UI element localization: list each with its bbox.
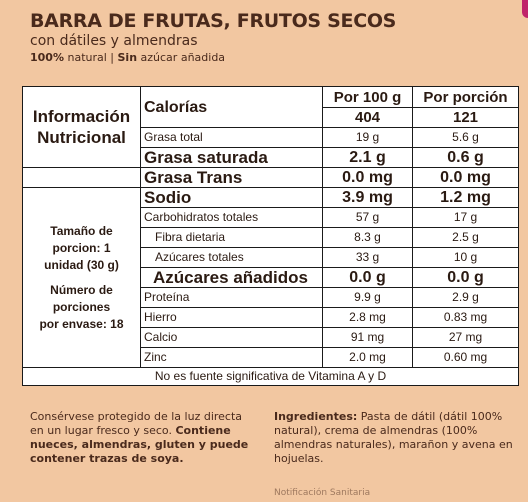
allergen-text: Contiene nueces, almendras, gluten y pue… bbox=[30, 424, 249, 465]
empty-left-cell bbox=[22, 167, 141, 188]
servings-label3: por envase: bbox=[39, 316, 107, 331]
servings-value: 18 bbox=[106, 316, 124, 331]
servings-label2: porciones bbox=[52, 299, 111, 314]
table-row: Grasa Trans 0.0 mg 0.0 mg bbox=[22, 167, 519, 188]
row-per100: 91 mg bbox=[322, 327, 413, 348]
serving-size-line2: porcion: 1 bbox=[25, 240, 138, 257]
row-per100: 19 g bbox=[322, 127, 413, 148]
row-label: Carbohidratos totales bbox=[140, 207, 323, 228]
row-label: Azúcares añadidos bbox=[140, 267, 323, 288]
row-per100: 9.9 g bbox=[322, 287, 413, 308]
row-portion: 0.83 mg bbox=[412, 307, 519, 328]
info-title-line2: Nutricional bbox=[37, 128, 126, 147]
serving-size-label2: porcion: bbox=[52, 240, 101, 255]
row-label: Calcio bbox=[140, 327, 323, 348]
col-header-portion: Por porción bbox=[412, 86, 519, 108]
row-label-calories: Calorías bbox=[140, 86, 323, 128]
row-label: Sodio bbox=[140, 187, 323, 208]
corner-accent bbox=[522, 0, 528, 18]
row-label: Grasa total bbox=[140, 127, 323, 148]
serving-size-line1: Tamaño de bbox=[25, 223, 138, 240]
row-label: Grasa saturada bbox=[140, 147, 323, 168]
nutrition-table: Información Nutricional Calorías Por 100… bbox=[22, 86, 519, 386]
row-per100: 2.1 g bbox=[322, 147, 413, 168]
row-per100: 0.0 g bbox=[322, 267, 413, 288]
row-portion: 0.6 g bbox=[412, 147, 519, 168]
spacer bbox=[25, 274, 138, 282]
row-label: Hierro bbox=[140, 307, 323, 328]
row-portion: 17 g bbox=[412, 207, 519, 228]
servings-line2: porciones bbox=[25, 299, 138, 316]
servings-label: Número de bbox=[50, 282, 113, 297]
calories-portion: 121 bbox=[412, 107, 519, 128]
row-portion: 1.2 mg bbox=[412, 187, 519, 208]
info-title-line1: Información bbox=[32, 107, 131, 126]
storage-text: Consérvese protegido de la luz directa e… bbox=[30, 410, 243, 437]
row-per100: 0.0 mg bbox=[322, 167, 413, 188]
ingredients-block: Ingredientes: Pasta de dátil (dátil 100%… bbox=[274, 410, 520, 466]
row-label: Fibra dietaria bbox=[140, 227, 323, 248]
calories-per100: 404 bbox=[322, 107, 413, 128]
table-row: Carbohidratos totales 57 g 17 g bbox=[23, 207, 519, 228]
tag-text-sugar: azúcar añadida bbox=[137, 51, 226, 64]
nutrition-info-title-cell: Información Nutricional bbox=[22, 86, 141, 168]
row-label: Grasa Trans bbox=[140, 167, 323, 188]
serving-size-line3: unidad (30 g) bbox=[44, 257, 119, 272]
row-portion: 27 mg bbox=[412, 327, 519, 348]
row-per100: 8.3 g bbox=[322, 227, 413, 248]
row-portion: 10 g bbox=[412, 247, 519, 268]
table-row: Tamaño de porcion: 1 unidad (30 g) Númer… bbox=[22, 187, 519, 368]
product-subtitle: con dátiles y almendras bbox=[30, 33, 198, 49]
row-portion: 5.6 g bbox=[412, 127, 519, 148]
tag-text-natural: natural | bbox=[63, 51, 118, 64]
tag-bold-natural: 100% bbox=[30, 51, 64, 64]
product-header: BARRA DE FRUTAS, FRUTOS SECOS con dátile… bbox=[30, 10, 520, 66]
table-row: Azúcares totales 33 g 10 g bbox=[23, 247, 519, 268]
vitamin-footnote: No es fuente significativa de Vitamina A… bbox=[22, 367, 519, 386]
serving-info-cell: Tamaño de porcion: 1 unidad (30 g) Númer… bbox=[22, 187, 141, 368]
row-label: Proteína bbox=[140, 287, 323, 308]
row-portion: 2.9 g bbox=[412, 287, 519, 308]
ingredients-label: Ingredientes: bbox=[274, 410, 358, 423]
row-per100: 57 g bbox=[322, 207, 413, 228]
row-portion: 0.0 mg bbox=[412, 167, 519, 188]
cut-off-text: Notificación Sanitaria bbox=[274, 488, 371, 498]
row-per100: 3.9 mg bbox=[322, 187, 413, 208]
header-row: Información Nutricional Calorías Por 100… bbox=[22, 86, 519, 168]
serving-size-value: 1 bbox=[100, 240, 111, 255]
footnote-row: No es fuente significativa de Vitamina A… bbox=[22, 367, 519, 386]
row-per100: 2.8 mg bbox=[322, 307, 413, 328]
servings-line3: por envase: 18 bbox=[25, 316, 138, 333]
servings-line1: Número de bbox=[25, 282, 138, 299]
ingredients-text: Pasta de dátil (dátil 100% natural), cre… bbox=[274, 410, 513, 465]
table-row: Azúcares añadidos 0.0 g 0.0 g bbox=[23, 267, 519, 288]
storage-allergens: Consérvese protegido de la luz directa e… bbox=[30, 410, 256, 466]
product-title: BARRA DE FRUTAS, FRUTOS SECOS bbox=[30, 10, 397, 32]
row-portion: 0.60 mg bbox=[412, 347, 519, 368]
row-label: Zinc bbox=[140, 347, 323, 368]
table-row: Proteína 9.9 g 2.9 g bbox=[23, 287, 519, 308]
col-header-100g: Por 100 g bbox=[322, 86, 413, 108]
row-portion: 0.0 g bbox=[412, 267, 519, 288]
row-per100: 33 g bbox=[322, 247, 413, 268]
serving-size-label: Tamaño de bbox=[50, 223, 113, 238]
row-label: Azúcares totales bbox=[140, 247, 323, 268]
row-portion: 2.5 g bbox=[412, 227, 519, 248]
product-tagline: 100% natural | Sin azúcar añadida bbox=[30, 50, 520, 66]
row-per100: 2.0 mg bbox=[322, 347, 413, 368]
tag-bold-sin: Sin bbox=[117, 51, 138, 64]
